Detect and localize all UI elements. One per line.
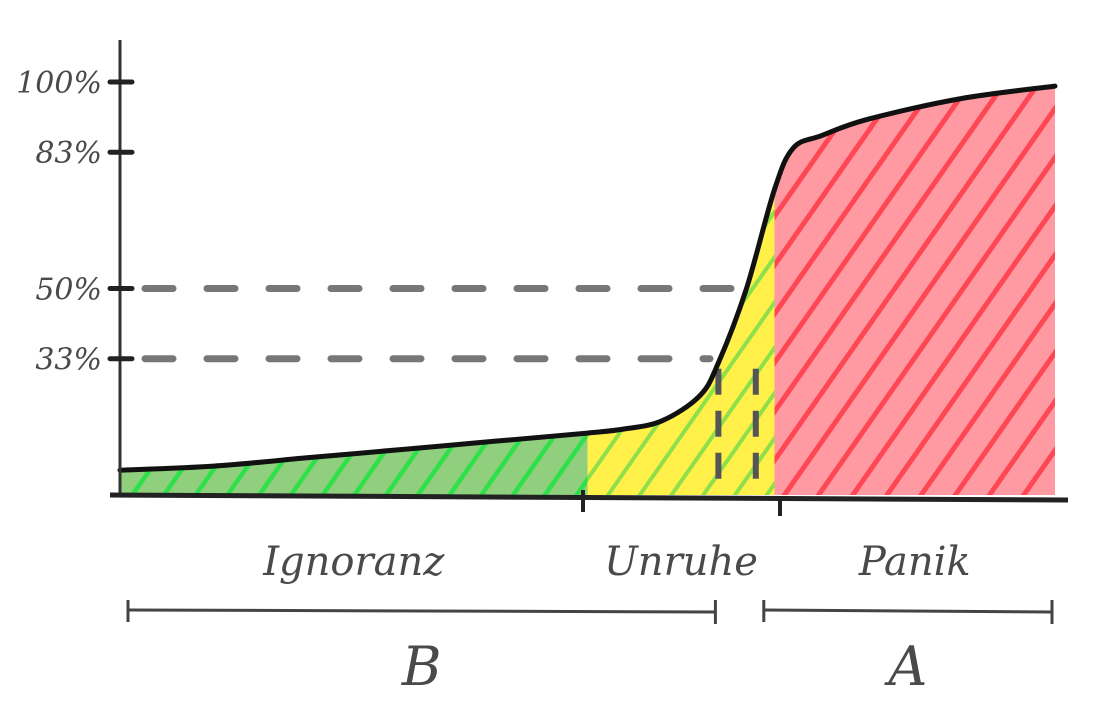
gridlines xyxy=(141,285,740,363)
phase-label-ignoranz: Ignoranz xyxy=(262,539,445,585)
y-ticks: 33% 50% 83% 100% xyxy=(16,66,135,378)
group-label-a: A xyxy=(883,635,927,698)
phase-area-3 xyxy=(774,86,1055,495)
phase-label-panik: Panik xyxy=(858,539,971,585)
data-curve xyxy=(117,83,1058,473)
y-tick-label-100: 100% xyxy=(16,66,102,101)
y-tick-label-83: 83% xyxy=(35,136,102,171)
y-tick-label-33: 33% xyxy=(35,343,102,378)
phase-label-unruhe: Unruhe xyxy=(604,539,758,585)
phase-labels: Ignoranz Unruhe Panik xyxy=(262,539,970,585)
phase-fills xyxy=(120,86,1055,495)
group-bracket-line-b xyxy=(127,608,716,614)
phase-area-2 xyxy=(587,189,775,495)
y-tick-label-50: 50% xyxy=(35,273,102,308)
group-bracket-line-a xyxy=(763,608,1053,614)
dashed-markers xyxy=(715,368,759,491)
group-label-b: B xyxy=(401,635,442,698)
x-axis xyxy=(109,492,1069,503)
phase-area-1 xyxy=(120,433,588,495)
